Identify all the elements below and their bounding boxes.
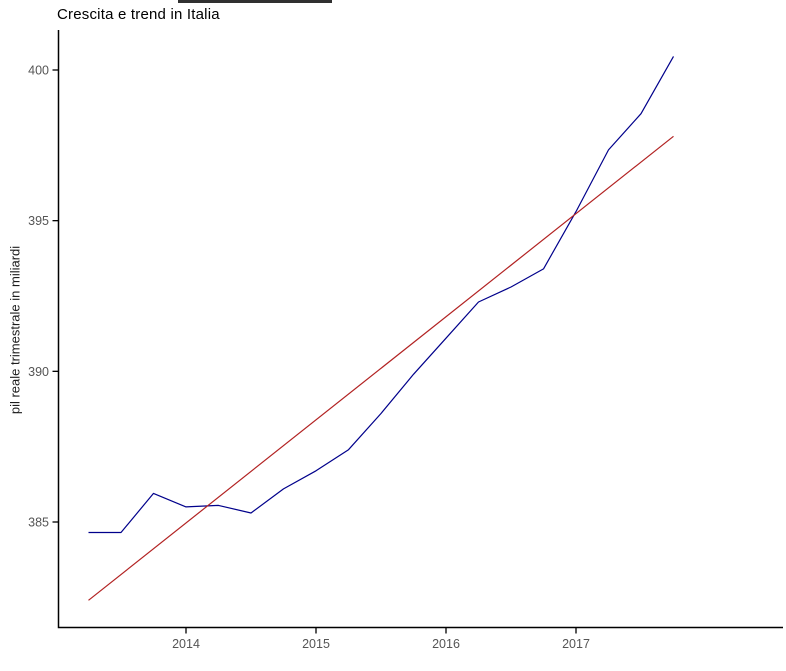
y-tick-label: 395: [28, 214, 49, 228]
x-tick-label: 2014: [172, 637, 200, 651]
chart-title: Crescita e trend in Italia: [57, 6, 220, 23]
data-series: [88, 56, 675, 601]
x-tick-label: 2017: [562, 637, 590, 651]
y-tick-label: 400: [28, 64, 49, 78]
pil-line: [88, 56, 675, 534]
y-tick-label: 385: [28, 515, 49, 529]
y-tick-label: 390: [28, 365, 49, 379]
axis-lines: [57, 30, 783, 629]
x-tick-label: 2016: [432, 637, 460, 651]
x-tick-label: 2015: [302, 637, 330, 651]
trend-line: [88, 135, 674, 601]
top-crop-artifact: [178, 0, 332, 3]
axes: [57, 30, 783, 629]
axis-ticks: 385 390 395 400 2014 2015 2016 2017: [28, 64, 590, 652]
